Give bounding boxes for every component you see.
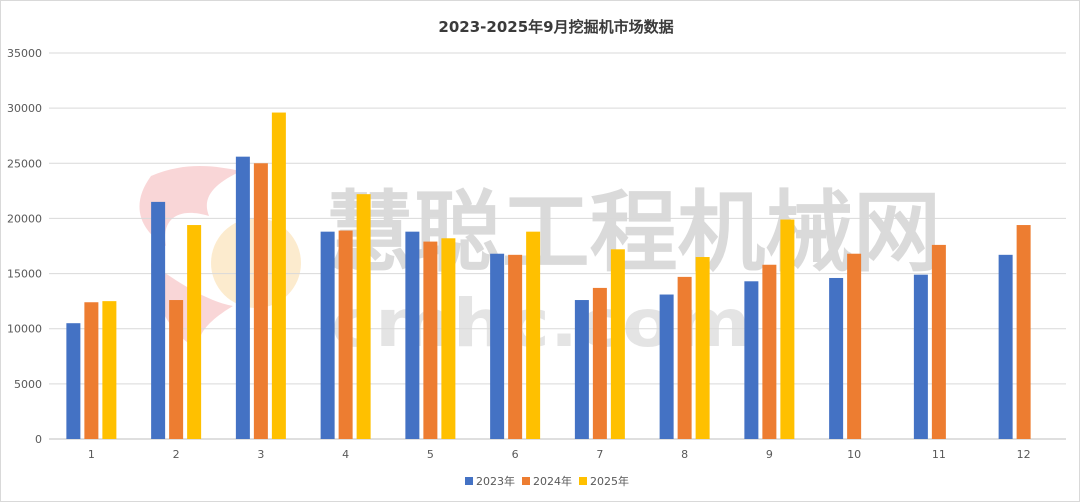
bar-2024年-9 [762, 264, 777, 439]
bar-2024年-7 [592, 287, 607, 439]
legend-swatch [465, 477, 473, 485]
bar-2023年-1 [66, 323, 81, 439]
bar-2025年-4 [356, 194, 371, 439]
legend: 2023年 2024年 2025年 [465, 474, 629, 488]
bar-2025年-6 [526, 231, 541, 439]
y-axis: 0 5000 10000 15000 20000 25000 30000 35000 [7, 47, 42, 446]
bar-2025年-2 [187, 225, 202, 439]
x-tick-label: 2 [173, 448, 180, 461]
bar-2023年-12 [998, 254, 1013, 439]
y-tick-label: 25000 [7, 157, 42, 170]
legend-label: 2025年 [590, 474, 629, 488]
bar-2023年-8 [659, 294, 674, 439]
bar-2023年-10 [829, 277, 844, 439]
bar-2024年-10 [847, 253, 862, 439]
bar-2025年-1 [102, 301, 117, 439]
y-tick-label: 0 [35, 433, 42, 446]
bar-2024年-11 [931, 244, 946, 439]
legend-label: 2024年 [533, 474, 572, 488]
bar-2024年-2 [169, 300, 184, 439]
bar-2025年-5 [441, 238, 456, 439]
x-axis: 1 2 3 4 5 6 7 8 9 10 11 12 [88, 448, 1031, 461]
x-tick-label: 8 [681, 448, 688, 461]
x-tick-label: 3 [257, 448, 264, 461]
x-tick-label: 10 [847, 448, 861, 461]
bars [66, 112, 1031, 440]
bar-2025年-7 [610, 249, 625, 439]
bar-2023年-2 [151, 201, 166, 439]
bar-2024年-6 [508, 254, 523, 439]
bar-2024年-5 [423, 241, 438, 439]
bar-2023年-6 [490, 253, 505, 439]
bar-2024年-3 [253, 163, 268, 440]
chart-title: 2023-2025年9月挖掘机市场数据 [438, 18, 673, 36]
x-tick-label: 6 [512, 448, 519, 461]
bar-2025年-8 [695, 257, 710, 439]
y-tick-label: 5000 [14, 378, 42, 391]
y-tick-label: 10000 [7, 323, 42, 336]
gridlines [49, 52, 1066, 440]
bar-2024年-8 [677, 276, 692, 439]
x-tick-label: 11 [932, 448, 946, 461]
x-tick-label: 5 [427, 448, 434, 461]
bar-2023年-7 [574, 300, 589, 439]
bar-2023年-5 [405, 231, 420, 439]
bar-2024年-12 [1016, 225, 1031, 439]
bar-2025年-9 [780, 219, 795, 439]
bar-2023年-11 [913, 274, 928, 439]
legend-swatch [579, 477, 587, 485]
y-tick-label: 30000 [7, 102, 42, 115]
bar-2023年-4 [320, 231, 335, 439]
x-tick-label: 7 [596, 448, 603, 461]
x-tick-label: 1 [88, 448, 95, 461]
y-tick-label: 15000 [7, 268, 42, 281]
legend-label: 2023年 [476, 474, 515, 488]
x-tick-label: 9 [766, 448, 773, 461]
bar-2024年-1 [84, 302, 99, 439]
bar-2023年-3 [235, 156, 250, 439]
bar-2024年-4 [338, 230, 353, 439]
bar-2025年-3 [271, 112, 286, 439]
bar-2023年-9 [744, 281, 759, 439]
legend-swatch [522, 477, 530, 485]
y-tick-label: 35000 [7, 47, 42, 60]
y-tick-label: 20000 [7, 212, 42, 225]
x-tick-label: 12 [1017, 448, 1031, 461]
x-tick-label: 4 [342, 448, 349, 461]
